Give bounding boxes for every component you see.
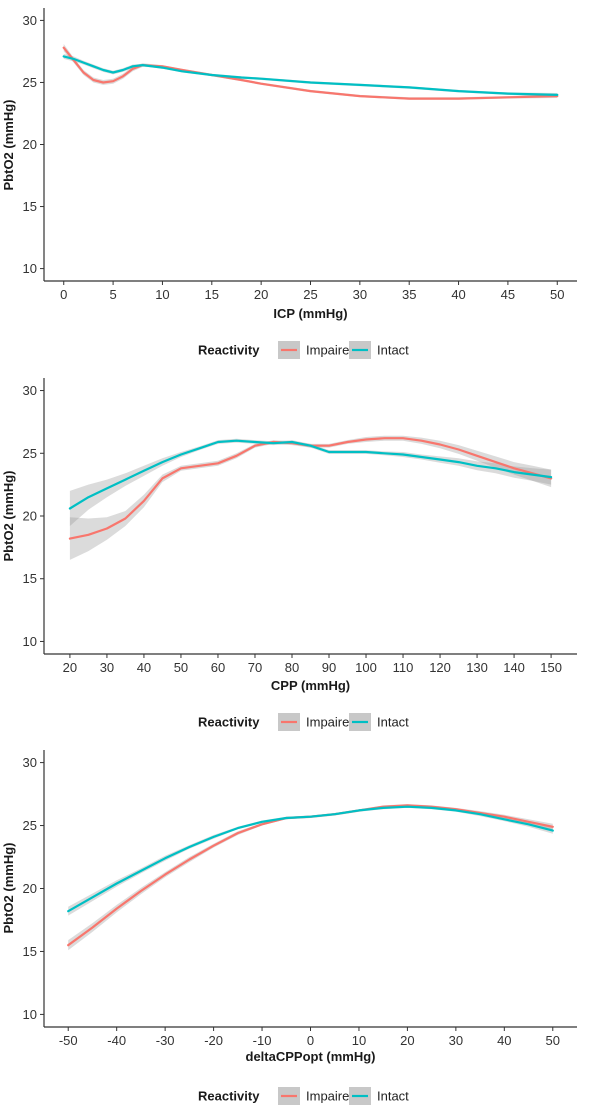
- legend-label-impaired: Impaired: [306, 715, 357, 730]
- y-tick-label: 30: [23, 383, 37, 398]
- x-axis-title: ICP (mmHg): [273, 306, 347, 321]
- panel-cpp: 20 30 40 50 60 70 80 90 100 110 120 130 140 150 10 15 20…: [1, 378, 577, 731]
- x-tick-label: 110: [393, 660, 414, 675]
- legend: Reactivity Impaired Intact: [198, 1087, 409, 1105]
- legend-title: Reactivity: [198, 715, 260, 730]
- y-tick-label: 20: [23, 137, 37, 152]
- series-line-impaired: [67, 804, 554, 947]
- y-tick-label: 25: [23, 75, 37, 90]
- legend-label-impaired: Impaired: [306, 1089, 357, 1104]
- series-line-intact: [67, 805, 554, 913]
- y-tick-label: 25: [23, 446, 37, 461]
- legend: Reactivity Impaired Intact: [198, 341, 409, 359]
- x-tick-label: 70: [248, 660, 262, 675]
- x-tick-label: 150: [540, 660, 562, 675]
- y-axis-title: PbtO2 (mmHg): [1, 100, 16, 191]
- panel-icp: 0 5 10 15 20 25 30 35 40 45 50 10 15 20 25 30 ICP (mmHg)…: [1, 8, 577, 359]
- y-tick-label: 20: [23, 881, 37, 896]
- x-tick-label: 30: [353, 287, 367, 302]
- series-intact-confidence-band: [68, 805, 553, 916]
- x-tick-label: 100: [355, 660, 377, 675]
- series-line-impaired: [62, 46, 559, 100]
- x-tick-label: 25: [303, 287, 317, 302]
- y-tick-label: 15: [23, 944, 37, 959]
- x-tick-label: -10: [253, 1033, 272, 1048]
- series-line-intact: [62, 55, 559, 97]
- x-tick-label: 40: [137, 660, 151, 675]
- x-tick-label: 0: [60, 287, 67, 302]
- y-axis-title: PbtO2 (mmHg): [1, 843, 16, 934]
- x-tick-label: 30: [100, 660, 114, 675]
- y-tick-label: 30: [23, 13, 37, 28]
- x-tick-label: -30: [156, 1033, 175, 1048]
- y-tick-label: 10: [23, 634, 37, 649]
- legend: Reactivity Impaired Intact: [198, 713, 409, 731]
- series-impaired-confidence-band: [68, 804, 553, 951]
- x-tick-label: 120: [429, 660, 451, 675]
- x-tick-label: 30: [449, 1033, 463, 1048]
- x-tick-label: 15: [205, 287, 219, 302]
- y-tick-label: 10: [23, 261, 37, 276]
- x-tick-label: 50: [174, 660, 188, 675]
- legend-title: Reactivity: [198, 1089, 260, 1104]
- legend-label-impaired: Impaired: [306, 343, 357, 358]
- legend-title: Reactivity: [198, 343, 260, 358]
- x-tick-label: 60: [211, 660, 225, 675]
- x-tick-label: -40: [107, 1033, 126, 1048]
- x-tick-label: 140: [503, 660, 525, 675]
- x-tick-label: 10: [352, 1033, 366, 1048]
- x-axis-title: CPP (mmHg): [271, 678, 350, 693]
- y-tick-label: 10: [23, 1007, 37, 1022]
- x-tick-label: 0: [307, 1033, 314, 1048]
- legend-label-intact: Intact: [377, 1089, 409, 1104]
- y-axis-title: PbtO2 (mmHg): [1, 471, 16, 562]
- x-axis-title: deltaCPPopt (mmHg): [246, 1049, 376, 1064]
- panel-deltacppopt: -50 -40 -30 -20 -10 0 10 20 30 40 50 10 15 20 25 30 delt…: [1, 750, 577, 1105]
- y-tick-label: 30: [23, 755, 37, 770]
- legend-label-intact: Intact: [377, 715, 409, 730]
- series-intact-confidence-band: [63, 53, 558, 97]
- x-tick-label: 5: [109, 287, 116, 302]
- y-tick-label: 25: [23, 818, 37, 833]
- series-intact-confidence-band: [69, 438, 552, 526]
- x-tick-label: 10: [155, 287, 169, 302]
- x-tick-label: 40: [497, 1033, 511, 1048]
- x-tick-label: 20: [63, 660, 77, 675]
- x-tick-label: 50: [550, 287, 564, 302]
- series-line-intact: [68, 439, 553, 510]
- x-tick-label: 50: [546, 1033, 560, 1048]
- x-tick-label: 20: [254, 287, 268, 302]
- series-impaired-confidence-band: [69, 435, 552, 560]
- y-tick-label: 20: [23, 509, 37, 524]
- x-tick-label: 45: [501, 287, 515, 302]
- x-tick-label: 40: [451, 287, 465, 302]
- y-tick-label: 15: [23, 571, 37, 586]
- x-tick-label: 90: [322, 660, 336, 675]
- x-tick-label: 20: [400, 1033, 414, 1048]
- x-tick-label: -50: [59, 1033, 78, 1048]
- x-tick-label: 80: [285, 660, 299, 675]
- y-tick-label: 15: [23, 199, 37, 214]
- x-tick-label: -20: [204, 1033, 223, 1048]
- x-tick-label: 130: [466, 660, 488, 675]
- legend-label-intact: Intact: [377, 343, 409, 358]
- x-tick-label: 35: [402, 287, 416, 302]
